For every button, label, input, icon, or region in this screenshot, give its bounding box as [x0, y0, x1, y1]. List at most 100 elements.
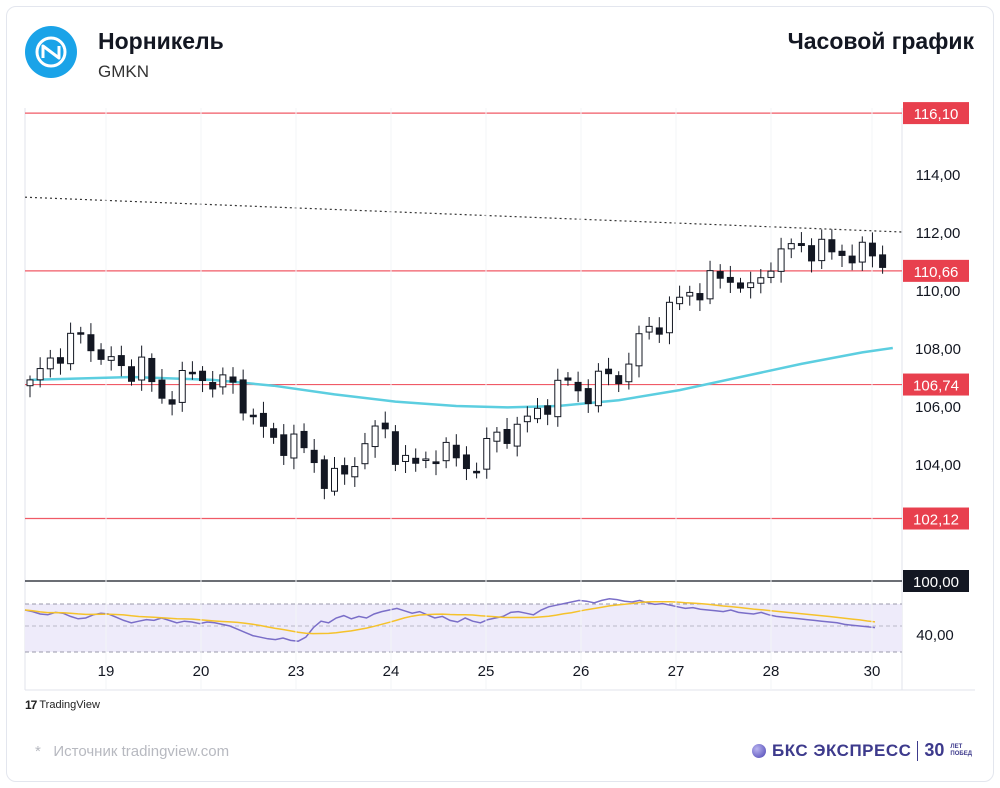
level-badge-label: 110,66	[914, 264, 959, 281]
candle-body	[77, 332, 85, 335]
candle-body	[848, 255, 856, 264]
candle-body	[716, 271, 724, 279]
candle-body	[351, 466, 359, 478]
candle-body	[523, 415, 531, 423]
candle-body	[148, 357, 156, 383]
candle-body	[331, 467, 338, 492]
candle-body	[513, 423, 521, 447]
candle-body	[544, 405, 552, 415]
candle-body	[270, 428, 278, 438]
price-tick-label: 106,00	[915, 399, 961, 416]
chart-title: Часовой график	[787, 28, 974, 54]
candle-body	[797, 243, 805, 246]
candle-body	[483, 437, 491, 470]
candle-body	[452, 444, 460, 459]
candle-body	[229, 376, 237, 383]
candle-body	[879, 254, 887, 268]
time-tick-label: 24	[383, 663, 400, 680]
candle-body	[818, 238, 826, 262]
candle-body	[655, 327, 663, 335]
candle-body	[36, 368, 44, 381]
candle-body	[503, 428, 511, 444]
candle-body	[391, 431, 399, 465]
candle-body	[107, 356, 115, 361]
candle-body	[473, 470, 481, 474]
level-badge-label: 102,12	[913, 512, 959, 529]
candle-body	[341, 465, 349, 475]
level-badge-label: 106,74	[913, 378, 959, 395]
candle-body	[574, 381, 582, 392]
ticker-symbol: GMKN	[98, 62, 149, 81]
level-badge	[903, 373, 969, 396]
candle-body	[46, 357, 54, 370]
candle-body	[757, 277, 765, 284]
candle-body	[259, 412, 267, 427]
candle-body	[635, 333, 643, 367]
rsi-axis-label: 40,00	[916, 627, 954, 644]
bcs-small-1: ЛЕТ	[950, 743, 963, 750]
candle-body	[432, 461, 440, 465]
candle-body	[371, 425, 379, 448]
candle-body	[290, 433, 298, 459]
candle-body	[117, 355, 125, 367]
candle-body	[300, 430, 308, 449]
bcs-name: БКС ЭКСПРЕСС	[772, 740, 912, 760]
price-tick-label: 108,00	[915, 341, 961, 358]
candle-body	[249, 414, 257, 418]
candle-body	[787, 243, 795, 250]
source-text: Источник tradingview.com	[53, 743, 230, 760]
candle-body	[665, 301, 673, 334]
candle-body	[625, 363, 633, 383]
candle-body	[56, 357, 64, 364]
rsi-ma-line	[24, 600, 876, 635]
price-tick-label: 112,00	[916, 225, 961, 242]
candle-body	[838, 250, 846, 256]
candle-body	[868, 242, 876, 257]
time-tick-label: 26	[573, 663, 590, 680]
candle-body	[412, 457, 420, 464]
candle-body	[747, 282, 755, 289]
candle-body	[534, 407, 541, 420]
bcs-30: 30	[924, 740, 945, 760]
candle-body	[158, 379, 166, 399]
candle-body	[97, 349, 105, 360]
candle-body	[564, 377, 572, 381]
trend-line	[24, 196, 903, 233]
candle-body	[767, 270, 775, 278]
price-tick-label: 114,00	[916, 167, 961, 184]
time-tick-label: 20	[193, 663, 210, 680]
time-tick-label: 19	[98, 663, 115, 680]
candle-body	[402, 454, 410, 462]
bcs-divider	[917, 740, 919, 761]
time-tick-label: 25	[478, 663, 495, 680]
candle-body	[381, 422, 389, 430]
candle-body	[493, 431, 501, 442]
candle-body	[128, 366, 135, 382]
candle-body	[178, 369, 186, 403]
price-tick-label: 110,00	[916, 283, 961, 300]
nornickel-logo	[25, 26, 77, 78]
candle-body	[645, 325, 653, 333]
time-tick-label: 28	[763, 663, 780, 680]
level-badge-label: 116,10	[914, 106, 959, 123]
bcs-small-text: ЛЕТ ПОБЕД	[950, 744, 972, 758]
candle-body	[726, 276, 734, 283]
candle-body	[808, 245, 816, 262]
nornickel-logo-mark	[35, 36, 67, 68]
candle-body	[26, 379, 34, 387]
candle-body	[310, 449, 318, 464]
candle-body	[777, 248, 785, 272]
price-tick-label: 104,00	[915, 457, 961, 474]
rsi-band	[25, 604, 902, 652]
candle-body	[615, 375, 623, 385]
level-badge	[903, 102, 969, 125]
candle-body	[138, 356, 146, 381]
source-note: * Источник tradingview.com	[35, 743, 229, 760]
candle-body	[168, 399, 176, 405]
base-badge	[903, 570, 969, 592]
candle-body	[605, 368, 613, 375]
time-tick-label: 23	[288, 663, 305, 680]
company-name: Норникель	[98, 28, 224, 54]
source-star: *	[35, 743, 41, 760]
